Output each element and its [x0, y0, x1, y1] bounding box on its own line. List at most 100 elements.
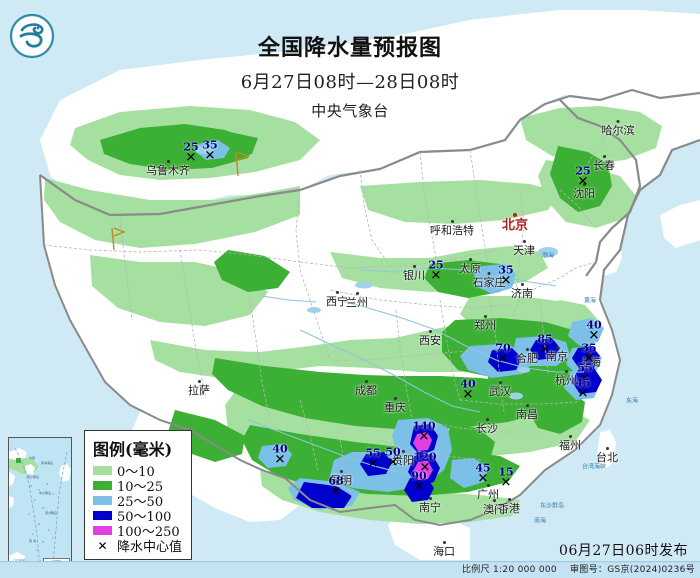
city-label: 天津 [513, 240, 535, 256]
city-dot-icon [485, 418, 489, 421]
city-dot-icon [564, 370, 568, 373]
svg-text:马来西亚: 马来西亚 [13, 558, 25, 563]
precip-center-icon: ✕ [97, 538, 108, 553]
city-dot-icon [582, 183, 586, 186]
city-dot-icon [525, 348, 529, 351]
city-label: 武汉 [489, 381, 511, 397]
city-name: 南昌 [516, 408, 538, 421]
city-label: 长沙 [476, 418, 498, 434]
city-label: 太原 [459, 258, 481, 274]
city-label: 南京 [546, 346, 568, 362]
city-dot-icon [428, 497, 432, 500]
city-name: 银川 [403, 269, 425, 282]
city-label: 杭州 [555, 370, 577, 386]
city-dot-icon [442, 541, 446, 544]
city-name: 长春 [593, 159, 615, 172]
city-name: 福州 [559, 439, 581, 452]
city-name: 石家庄 [472, 276, 506, 289]
city-name: 兰州 [346, 296, 368, 309]
city-name: 北京 [501, 218, 529, 233]
city-dot-icon [339, 470, 343, 473]
city-label: 西宁 [326, 291, 348, 307]
city-label: 香港 [498, 498, 520, 514]
legend-item: 50～100 [93, 508, 182, 525]
city-dot-icon [568, 435, 572, 438]
legend-item-label: 100～250 [117, 525, 180, 540]
city-label: 广州 [477, 484, 499, 500]
city-label: 海口 [433, 541, 455, 557]
city-name: 成都 [355, 384, 377, 397]
city-name: 重庆 [384, 401, 406, 414]
legend-color-swatch [93, 511, 112, 520]
city-label: 呼和浩特 [430, 220, 474, 236]
city-name: 哈尔滨 [601, 124, 635, 137]
legend-item: 25～50 [93, 493, 182, 510]
city-dot-icon [355, 292, 359, 295]
city-label: 北京 [502, 213, 528, 232]
legend-item: 0～10 [93, 463, 182, 480]
city-dot-icon [616, 120, 620, 123]
city-name: 广州 [477, 488, 499, 501]
svg-text:中沙群岛: 中沙群岛 [39, 490, 51, 495]
map-approval-number: 审图号：GS京(2024)0236号 [570, 565, 695, 575]
city-label: 澳门 [483, 499, 505, 515]
city-label: 兰州 [346, 292, 368, 308]
city-dot-icon [428, 330, 432, 333]
legend-item-label: 10～25 [117, 480, 164, 495]
city-label: 乌鲁木齐 [146, 160, 190, 176]
city-dot-icon [487, 272, 491, 275]
city-name: 郑州 [474, 319, 496, 332]
legend-box: 图例(毫米) 0～10 10～25 25～50 50～100 100～250 ✕ 降水中… [84, 430, 193, 560]
city-name: 西安 [419, 334, 441, 347]
city-label: 郑州 [474, 315, 496, 331]
city-label: 西安 [419, 330, 441, 346]
city-dot-icon [486, 484, 490, 487]
city-name: 合肥 [516, 352, 538, 365]
sea-label: 黄海 [583, 297, 597, 305]
city-label: 济南 [511, 283, 533, 299]
city-name: 呼和浩特 [430, 224, 474, 237]
legend-center-marker-label: 降水中心值 [117, 540, 183, 555]
city-name: 澳门 [483, 503, 505, 516]
city-dot-icon [412, 265, 416, 268]
city-label: 长春 [593, 155, 615, 171]
city-dot-icon [450, 220, 454, 223]
sea-label: 台湾海峡 [581, 463, 607, 471]
legend-color-swatch [93, 481, 112, 490]
city-dot-icon [498, 381, 502, 384]
legend-item-label: 50～100 [117, 510, 172, 525]
sea-label: 南海 [533, 517, 547, 525]
city-dot-icon [335, 291, 339, 294]
map-scale-label: 比例尺 1:20 000 000 [462, 565, 557, 575]
legend-color-swatch [93, 526, 112, 535]
city-dot-icon [605, 447, 609, 450]
south-china-sea-inset: 中国 南海诸岛 西沙群岛 中沙群岛 南沙群岛 南 海 马来西亚 比例尺1:40 … [8, 437, 72, 572]
city-dot-icon [520, 283, 524, 286]
legend-item-label: 25～50 [117, 495, 164, 510]
city-name: 沈阳 [573, 187, 595, 200]
city-label: 南昌 [516, 404, 538, 420]
city-dot-icon [393, 397, 397, 400]
cma-dragon-logo [9, 13, 55, 59]
city-label: 石家庄 [473, 272, 506, 288]
city-label: 南宁 [419, 497, 441, 513]
band-100-250 [413, 432, 433, 480]
city-name: 拉萨 [188, 384, 210, 397]
svg-text:南 海: 南 海 [29, 538, 36, 543]
city-label: 合肥 [516, 348, 538, 364]
city-label: 成都 [355, 380, 377, 396]
city-dot-icon [401, 450, 405, 453]
city-label: 福州 [559, 435, 581, 451]
city-dot-icon [166, 160, 170, 163]
city-name: 太原 [459, 262, 481, 275]
city-name: 西宁 [326, 295, 348, 308]
city-name: 香港 [498, 502, 520, 515]
city-dot-icon [507, 498, 511, 501]
sea-label: 东沙群岛 [539, 502, 565, 510]
issue-time: 06月27日06时发布 [559, 543, 688, 559]
city-name: 台北 [596, 451, 618, 464]
svg-text:南海诸岛: 南海诸岛 [41, 460, 53, 465]
city-dot-icon [197, 380, 201, 383]
legend-rows: 0～10 10～25 25～50 50～100 100～250 [93, 463, 182, 540]
